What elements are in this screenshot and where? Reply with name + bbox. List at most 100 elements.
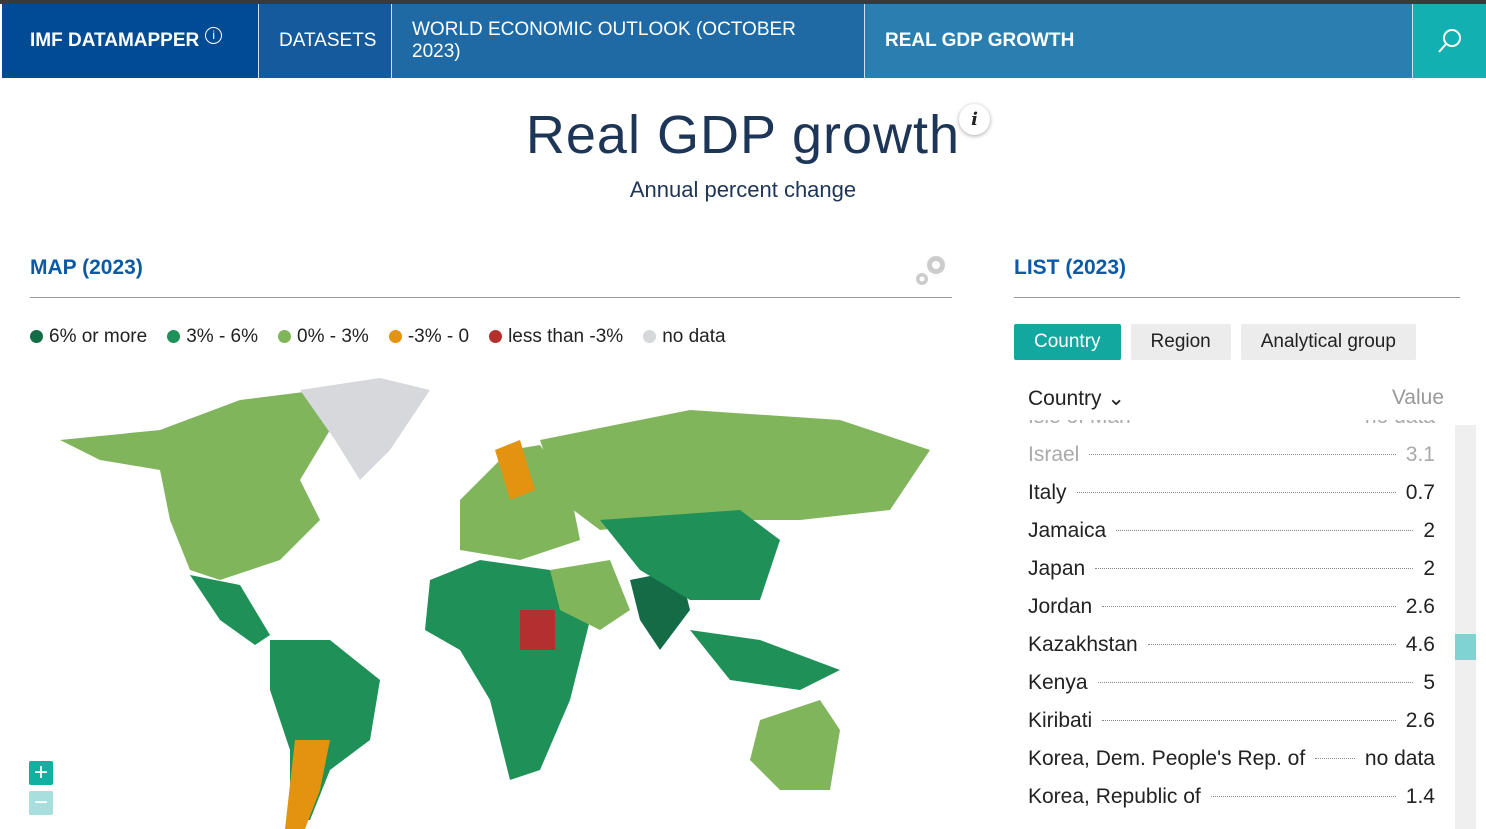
list-item[interactable]: Japan 2	[1028, 550, 1435, 588]
legend-label: less than -3%	[508, 326, 624, 347]
list-item[interactable]: Italy 0.7	[1028, 474, 1435, 512]
leader-dots	[1097, 682, 1414, 683]
nav-dataset[interactable]: WORLD ECONOMIC OUTLOOK (OCTOBER 2023)	[392, 4, 865, 78]
info-button[interactable]: i	[959, 104, 990, 135]
list-heading: LIST (2023)	[1014, 256, 1127, 279]
map-australia[interactable]	[750, 700, 840, 790]
scrollbar[interactable]	[1455, 425, 1476, 829]
list-item[interactable]: Jordan 2.6	[1028, 588, 1435, 626]
top-nav: IMF DATAMAPPER i DATASETS WORLD ECONOMIC …	[2, 4, 1486, 78]
col-country: Country	[1028, 387, 1102, 410]
search-button[interactable]	[1413, 4, 1486, 78]
legend-label: 0% - 3%	[297, 326, 369, 347]
leader-dots	[1210, 796, 1396, 797]
list-item[interactable]: Jamaica 2	[1028, 512, 1435, 550]
list-item[interactable]: Kiribati 2.6	[1028, 702, 1435, 740]
page-subtitle: Annual percent change	[629, 177, 857, 202]
search-icon	[1437, 29, 1461, 53]
country-value: 3.1	[1405, 443, 1435, 466]
country-value: 1.4	[1405, 785, 1435, 808]
legend-swatch	[388, 330, 402, 343]
country-value: no data	[1364, 747, 1435, 770]
map-middle-east[interactable]	[550, 560, 630, 630]
map-southeast-asia[interactable]	[690, 630, 840, 690]
country-name: Kenya	[1028, 671, 1088, 694]
scrollbar-thumb[interactable]	[1455, 634, 1476, 660]
leader-dots	[1089, 454, 1396, 455]
country-name: Korea, Republic of	[1028, 785, 1201, 808]
tab-analytical-group[interactable]: Analytical group	[1240, 324, 1416, 360]
legend-item[interactable]: -3% - 0	[388, 326, 470, 348]
leader-dots	[1315, 758, 1355, 759]
sort-country[interactable]: Country ⌄	[1028, 386, 1125, 411]
list-item[interactable]: Kenya 5	[1028, 664, 1435, 702]
country-name: Kiribati	[1028, 709, 1093, 732]
col-value[interactable]: Value	[1391, 386, 1444, 409]
legend-label: -3% - 0	[407, 326, 470, 347]
legend-swatch	[643, 330, 657, 343]
zoom-out-button[interactable]: −	[29, 791, 53, 815]
country-name: Kazakhstan	[1028, 633, 1138, 656]
country-value: 2.6	[1405, 709, 1435, 732]
legend-item[interactable]: no data	[643, 326, 726, 348]
tab-country[interactable]: Country	[1014, 324, 1121, 360]
legend-swatch	[489, 330, 503, 343]
legend-swatch	[30, 330, 43, 343]
country-value: 2.6	[1405, 595, 1435, 618]
map-mexico-central-america[interactable]	[190, 575, 270, 645]
brand-link[interactable]: IMF DATAMAPPER i	[2, 4, 259, 78]
map-legend: 6% or more 3% - 6% 0% - 3% -3% - 0 less than…	[30, 326, 726, 348]
legend-label: 6% or more	[49, 326, 148, 347]
legend-label: no data	[662, 326, 726, 347]
list-item[interactable]: Korea, Republic of 1.4	[1028, 778, 1435, 816]
top-border	[0, 0, 1486, 4]
list-item[interactable]: Israel 3.1	[1028, 436, 1435, 474]
map-south-america[interactable]	[270, 640, 380, 820]
legend-item[interactable]: less than -3%	[489, 326, 623, 348]
map-greenland[interactable]	[300, 378, 430, 480]
legend-item[interactable]: 0% - 3%	[278, 326, 369, 348]
tab-region[interactable]: Region	[1130, 324, 1231, 360]
country-name: Isle of Man	[1028, 420, 1131, 436]
country-value: 0.7	[1405, 481, 1435, 504]
map-scandinavia[interactable]	[495, 440, 535, 500]
country-value: 4.6	[1405, 633, 1435, 656]
brand-text: IMF DATAMAPPER	[30, 30, 200, 51]
map-divider	[30, 297, 952, 298]
country-name: Japan	[1028, 557, 1086, 580]
gear-icon[interactable]	[912, 251, 952, 289]
leader-dots	[1147, 644, 1396, 645]
list-item[interactable]: Kazakhstan 4.6	[1028, 626, 1435, 664]
country-value: 2	[1423, 557, 1435, 580]
list-header: Country ⌄ Value	[1028, 386, 1444, 411]
legend-swatch	[278, 330, 292, 343]
leader-dots	[1116, 530, 1414, 531]
chevron-down-icon: ⌄	[1107, 387, 1125, 410]
legend-item[interactable]: 3% - 6%	[167, 326, 258, 348]
country-value: 2	[1423, 519, 1435, 542]
map-north-america[interactable]	[60, 390, 330, 580]
country-name: Italy	[1028, 481, 1067, 504]
country-name: Jamaica	[1028, 519, 1107, 542]
info-icon[interactable]: i	[205, 26, 223, 44]
legend-swatch	[167, 330, 181, 343]
map-argentina[interactable]	[285, 740, 330, 829]
zoom-in-button[interactable]: +	[29, 761, 53, 785]
country-name: Jordan	[1028, 595, 1093, 618]
country-value: 5	[1423, 671, 1435, 694]
map-china[interactable]	[600, 510, 780, 600]
nav-datasets[interactable]: DATASETS	[259, 4, 392, 78]
list-item[interactable]: Korea, Dem. People's Rep. of no data	[1028, 740, 1435, 778]
nav-indicator[interactable]: REAL GDP GROWTH	[865, 4, 1413, 78]
list-tabs: Country Region Analytical group	[1014, 324, 1416, 360]
world-map[interactable]	[40, 370, 940, 829]
map-europe[interactable]	[460, 445, 580, 560]
list-item[interactable]: Isle of Man no data	[1028, 420, 1435, 436]
country-value: no data	[1365, 420, 1435, 436]
country-name: Korea, Dem. People's Rep. of	[1028, 747, 1306, 770]
legend-label: 3% - 6%	[186, 326, 259, 347]
leader-dots	[1102, 606, 1396, 607]
map-sudan[interactable]	[520, 610, 555, 650]
map-russia[interactable]	[540, 410, 930, 530]
legend-item[interactable]: 6% or more	[30, 326, 147, 348]
